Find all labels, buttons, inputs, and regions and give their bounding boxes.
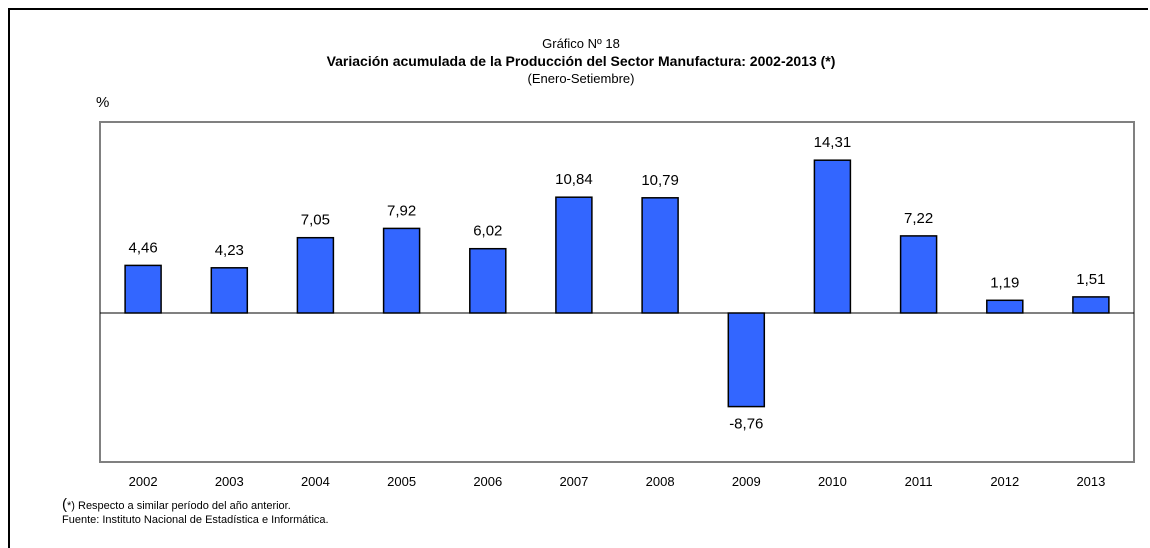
value-label-2003: 4,23 xyxy=(215,242,244,259)
bar-2005 xyxy=(382,227,421,314)
value-labels-group: 4,46 4,23 7,05 7,92 6,02 10,84 10,79 -8,76 14,31… xyxy=(128,134,1105,432)
x-tick-2013: 2013 xyxy=(1076,474,1105,489)
x-tick-2009: 2009 xyxy=(732,474,761,489)
x-tick-2011: 2011 xyxy=(905,474,933,489)
bar-2013 xyxy=(1072,296,1110,314)
x-tick-2006: 2006 xyxy=(473,474,502,489)
bar-2002 xyxy=(124,264,162,314)
value-label-2013: 1,51 xyxy=(1076,271,1105,288)
bar-2011 xyxy=(899,235,938,314)
x-tick-2004: 2004 xyxy=(301,474,330,489)
bar-2006 xyxy=(469,247,507,314)
x-tick-2008: 2008 xyxy=(646,474,675,489)
x-tick-labels-group: 2002 2003 2004 2005 2006 2007 2008 2009 2010 2011… xyxy=(129,474,1106,489)
x-tick-2005: 2005 xyxy=(387,474,416,489)
chart-frame xyxy=(8,8,1148,548)
value-label-2010: 14,31 xyxy=(814,134,852,151)
footnote: (*) Respecto a similar período del año a… xyxy=(62,496,291,513)
bars-group xyxy=(124,159,1110,408)
value-label-2012: 1,19 xyxy=(990,274,1019,291)
bar-2003 xyxy=(210,267,249,314)
source-note: Fuente: Instituto Nacional de Estadístic… xyxy=(62,514,329,526)
x-tick-2012: 2012 xyxy=(990,474,1019,489)
x-tick-2003: 2003 xyxy=(215,474,244,489)
value-label-2002: 4,46 xyxy=(128,239,157,256)
bar-2004 xyxy=(296,236,335,314)
chart-subtitle: (Enero-Setiembre) xyxy=(528,71,635,86)
value-label-2005: 7,92 xyxy=(387,202,416,219)
bar-2008 xyxy=(641,197,679,314)
value-label-2004: 7,05 xyxy=(301,212,330,229)
chart-supertitle: Gráfico Nº 18 xyxy=(542,36,620,51)
bar-2010 xyxy=(813,159,852,314)
value-label-2006: 6,02 xyxy=(473,223,502,240)
x-tick-2010: 2010 xyxy=(818,474,847,489)
y-axis-label: % xyxy=(96,94,109,111)
chart-title: Variación acumulada de la Producción del… xyxy=(327,53,836,69)
value-label-2008: 10,79 xyxy=(641,172,679,189)
x-tick-2002: 2002 xyxy=(129,474,158,489)
footnote-text: *) Respecto a similar período del año an… xyxy=(67,500,291,512)
bar-2007 xyxy=(555,196,593,314)
plot-area xyxy=(99,121,1135,463)
footnote-paren: ( xyxy=(62,496,67,513)
value-label-2007: 10,84 xyxy=(555,171,593,188)
bar-2012 xyxy=(986,299,1024,314)
x-tick-2007: 2007 xyxy=(559,474,588,489)
value-label-2011: 7,22 xyxy=(904,210,933,227)
value-label-2009: -8,76 xyxy=(729,416,763,433)
bar-2009 xyxy=(727,312,766,408)
